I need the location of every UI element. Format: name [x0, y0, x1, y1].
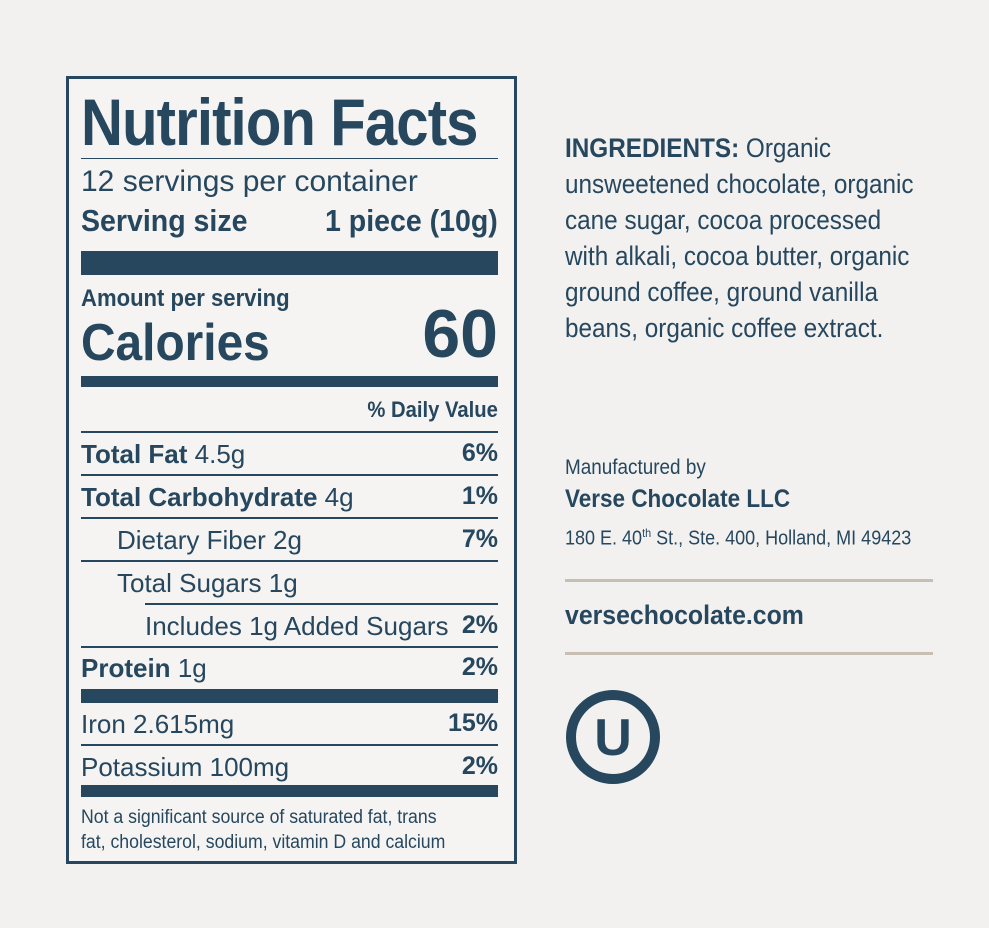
divider: [565, 652, 933, 655]
thick-divider: [81, 689, 498, 703]
ingredients-text: Organic: [745, 133, 832, 163]
divider: [81, 560, 498, 562]
nutrient-row-total-sugars: Total Sugars 1g: [117, 568, 298, 598]
ingredients-text: cane sugar, cocoa processed: [565, 205, 882, 235]
servings-per-container: 12 servings per container: [81, 165, 418, 198]
ingredients-text: unsweetened chocolate, organic: [565, 169, 914, 199]
nutrient-dv: 6%: [461, 439, 498, 467]
serving-size-label: Serving size: [81, 203, 248, 238]
serving-size-value: 1 piece (10g): [325, 203, 498, 238]
nutrient-row-protein: Protein 1g: [81, 653, 207, 684]
address-superscript: th: [642, 526, 652, 540]
nutrient-row-potassium: Potassium 100mg: [81, 752, 290, 782]
daily-value-header: % Daily Value: [367, 397, 498, 422]
nutrient-dv: 2%: [461, 653, 498, 681]
divider: [81, 158, 498, 159]
kosher-certification-icon: U: [565, 689, 661, 785]
nutrient-row-total-carbohydrate: Total Carbohydrate 4g: [81, 482, 354, 513]
manufacturer-name: Verse Chocolate LLC: [565, 485, 791, 513]
nutrient-label: Total Fat: [81, 439, 188, 469]
divider: [145, 603, 498, 605]
footnote-line: Not a significant source of saturated fa…: [81, 807, 437, 828]
nutrient-row-dietary-fiber: Dietary Fiber 2g: [117, 525, 302, 555]
nutrition-title: Nutrition Facts: [81, 85, 478, 159]
calories-label: Calories: [81, 314, 270, 372]
ingredients-label: INGREDIENTS:: [565, 133, 740, 163]
ingredients-text: beans, organic coffee extract.: [565, 313, 884, 343]
nutrient-label: Total Carbohydrate: [81, 482, 318, 512]
address-text: St., Ste. 400, Holland, MI 49423: [651, 527, 912, 550]
nutrient-dv: 7%: [461, 525, 498, 553]
manufacturer-intro: Manufactured by: [565, 456, 706, 479]
nutrient-amount: 4g: [324, 482, 354, 512]
nutrient-row-iron: Iron 2.615mg: [81, 709, 235, 739]
footnote: Not a significant source of saturated fa…: [81, 805, 445, 855]
divider: [81, 517, 498, 519]
calories-value: 60: [422, 296, 498, 372]
nutrient-row-total-fat: Total Fat 4.5g: [81, 439, 245, 470]
nutrient-row-added-sugars: Includes 1g Added Sugars: [145, 611, 449, 641]
divider: [565, 579, 933, 582]
nutrient-amount: 1g: [177, 653, 207, 683]
divider: [81, 431, 498, 433]
divider: [81, 744, 498, 746]
amount-per-serving: Amount per serving: [81, 285, 290, 312]
nutrient-dv: 15%: [447, 709, 498, 737]
thick-divider: [81, 785, 498, 797]
website-link[interactable]: versechocolate.com: [565, 600, 804, 630]
nutrient-dv: 2%: [461, 752, 498, 780]
divider: [81, 646, 498, 648]
thick-divider: [81, 251, 498, 275]
ingredients-block: INGREDIENTS: Organic unsweetened chocola…: [565, 130, 914, 346]
ingredients-text: with alkali, cocoa butter, organic: [565, 241, 910, 271]
nutrient-dv: 1%: [461, 482, 498, 510]
ingredients-text: ground coffee, ground vanilla: [565, 277, 878, 307]
footnote-line: fat, cholesterol, sodium, vitamin D and …: [81, 832, 446, 853]
nutrition-facts-panel: Nutrition Facts 12 servings per containe…: [66, 76, 517, 864]
nutrient-amount: 4.5g: [194, 439, 246, 469]
manufacturer-address: 180 E. 40th St., Ste. 400, Holland, MI 4…: [565, 526, 911, 551]
nutrient-label: Protein: [81, 653, 171, 683]
medium-divider: [81, 376, 498, 387]
address-text: 180 E. 40: [565, 527, 643, 550]
divider: [81, 474, 498, 476]
certification-letter: U: [594, 709, 632, 767]
nutrient-dv: 2%: [461, 611, 498, 639]
